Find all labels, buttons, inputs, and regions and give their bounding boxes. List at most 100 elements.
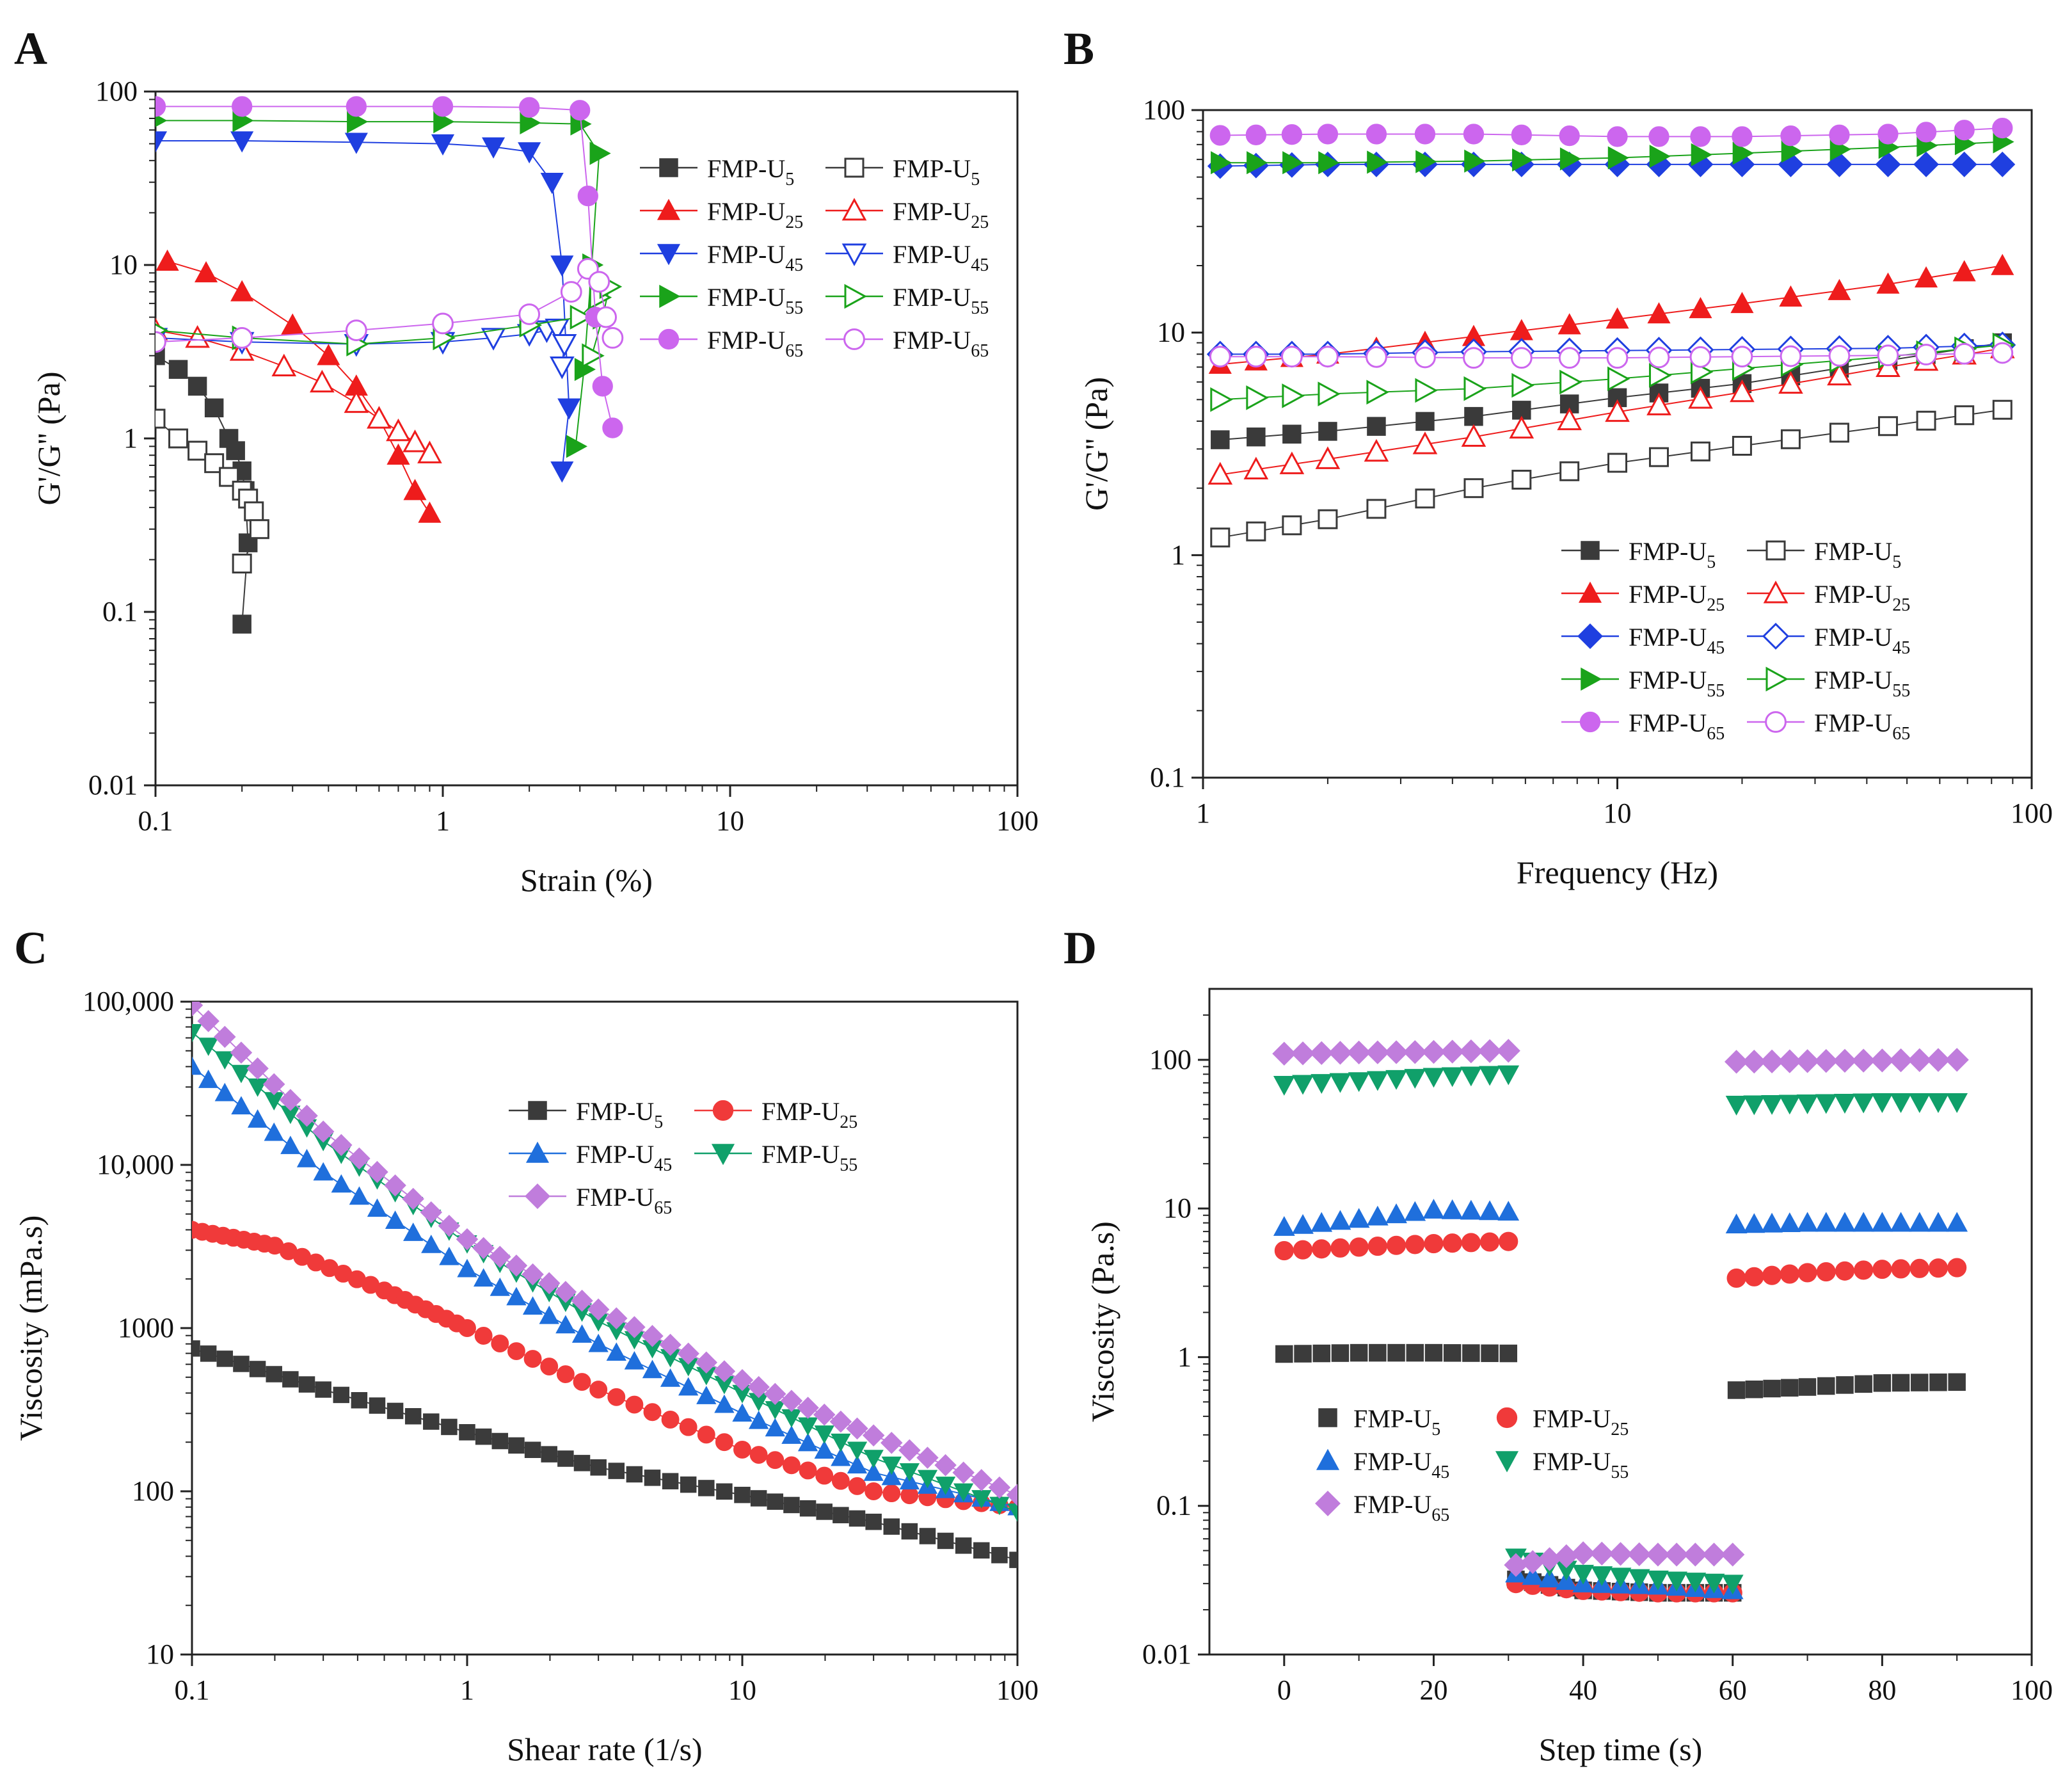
data-point — [1312, 1239, 1332, 1259]
data-point — [917, 1470, 938, 1489]
data-point — [1780, 1264, 1799, 1284]
data-point — [1414, 346, 1436, 369]
legend-label: FMP-U5 — [1814, 537, 1901, 572]
data-point — [1207, 461, 1233, 485]
data-point — [1691, 143, 1712, 166]
legend-subscript: 65 — [1892, 724, 1910, 744]
data-point — [1369, 1343, 1387, 1362]
data-point — [814, 1440, 834, 1459]
data-point — [309, 369, 335, 393]
series-line — [167, 260, 431, 514]
data-point — [457, 1258, 477, 1278]
data-point — [642, 1359, 663, 1379]
data-point — [1414, 124, 1436, 145]
data-point — [1743, 1095, 1765, 1116]
data-point — [588, 1333, 609, 1352]
data-point — [403, 479, 427, 501]
data-point — [1424, 1234, 1444, 1254]
data-point — [590, 1459, 607, 1476]
data-point — [1572, 1564, 1594, 1585]
data-point — [441, 1418, 458, 1436]
data-point — [1330, 1238, 1350, 1258]
legend-label: FMP-U5 — [576, 1097, 663, 1132]
legend-prefix: FMP-U — [707, 240, 785, 269]
data-point — [524, 1441, 541, 1458]
data-point — [1481, 1344, 1499, 1363]
legend-subscript: 45 — [1892, 638, 1910, 658]
data-point — [1209, 125, 1231, 146]
data-point — [1211, 430, 1230, 449]
data-point — [1647, 302, 1671, 324]
data-point — [1724, 1050, 1749, 1074]
data-point — [863, 1462, 884, 1481]
legend-prefix: FMP-U — [1533, 1404, 1611, 1433]
legend-prefix: FMP-U — [1629, 580, 1707, 609]
legend-prefix: FMP-U — [576, 1097, 654, 1126]
data-point — [1763, 1379, 1781, 1398]
y-axis-label: G'/G'' (Pa) — [31, 372, 67, 506]
legend-label: FMP-U5 — [1629, 537, 1716, 572]
data-point — [1688, 386, 1713, 409]
legend-subscript: 5 — [785, 170, 794, 189]
legend-label: FMP-U55 — [1814, 666, 1910, 701]
data-point — [566, 435, 587, 458]
series-u25 — [192, 1221, 1017, 1516]
legend-prefix: FMP-U — [761, 1097, 840, 1126]
legend-subscript: 5 — [654, 1112, 663, 1132]
data-point — [402, 1187, 424, 1210]
data-point — [214, 1082, 235, 1102]
data-point — [831, 1433, 851, 1452]
series-u65-filled — [1209, 117, 2013, 147]
data-point — [1854, 1260, 1874, 1280]
data-point — [1609, 1567, 1632, 1588]
data-point — [799, 1461, 817, 1480]
data-point — [155, 249, 179, 271]
data-point — [1350, 1343, 1368, 1362]
data-point — [1991, 253, 2014, 275]
legend-label: FMP-U55 — [1533, 1447, 1629, 1482]
data-point — [973, 1542, 990, 1559]
legend-prefix: FMP-U — [893, 240, 971, 269]
legend-marker — [1763, 581, 1789, 604]
data-point — [230, 280, 254, 301]
y-tick-label: 0.01 — [88, 769, 138, 801]
data-point — [1797, 1263, 1817, 1283]
x-tick-label: 10 — [728, 1674, 756, 1706]
data-point — [589, 141, 611, 165]
data-point — [970, 1469, 993, 1491]
panel-label: A — [14, 23, 47, 74]
data-point — [748, 1410, 769, 1429]
data-point — [474, 1327, 493, 1345]
data-point — [1384, 1040, 1408, 1064]
data-point — [1243, 456, 1269, 480]
data-point — [1877, 124, 1899, 145]
data-point — [1510, 347, 1533, 369]
data-point — [1743, 1213, 1765, 1233]
data-point — [1796, 1212, 1819, 1232]
data-point — [1945, 1048, 1969, 1072]
data-point — [506, 1286, 527, 1306]
data-point — [865, 1482, 883, 1500]
data-point — [1511, 124, 1532, 145]
data-point — [1512, 148, 1534, 172]
legend-subscript: 45 — [971, 255, 989, 275]
data-point — [192, 1023, 202, 1043]
data-point — [1608, 1542, 1633, 1566]
data-point — [1836, 1376, 1854, 1394]
legend-marker — [844, 157, 865, 178]
legend-subscript: 25 — [785, 212, 803, 232]
data-point — [882, 1484, 901, 1503]
data-point — [1778, 1049, 1802, 1073]
data-point — [606, 1342, 626, 1361]
legend-subscript: 25 — [840, 1112, 857, 1132]
data-point — [1349, 1237, 1369, 1257]
legend-marker — [1762, 622, 1790, 650]
data-point — [344, 132, 368, 154]
legend-marker — [1579, 711, 1601, 733]
legend-prefix: FMP-U — [893, 154, 971, 183]
data-point — [195, 261, 218, 283]
y-tick-label: 10,000 — [97, 1149, 174, 1180]
data-point — [1778, 371, 1803, 394]
data-point — [384, 1174, 406, 1197]
data-point — [1915, 344, 1937, 365]
